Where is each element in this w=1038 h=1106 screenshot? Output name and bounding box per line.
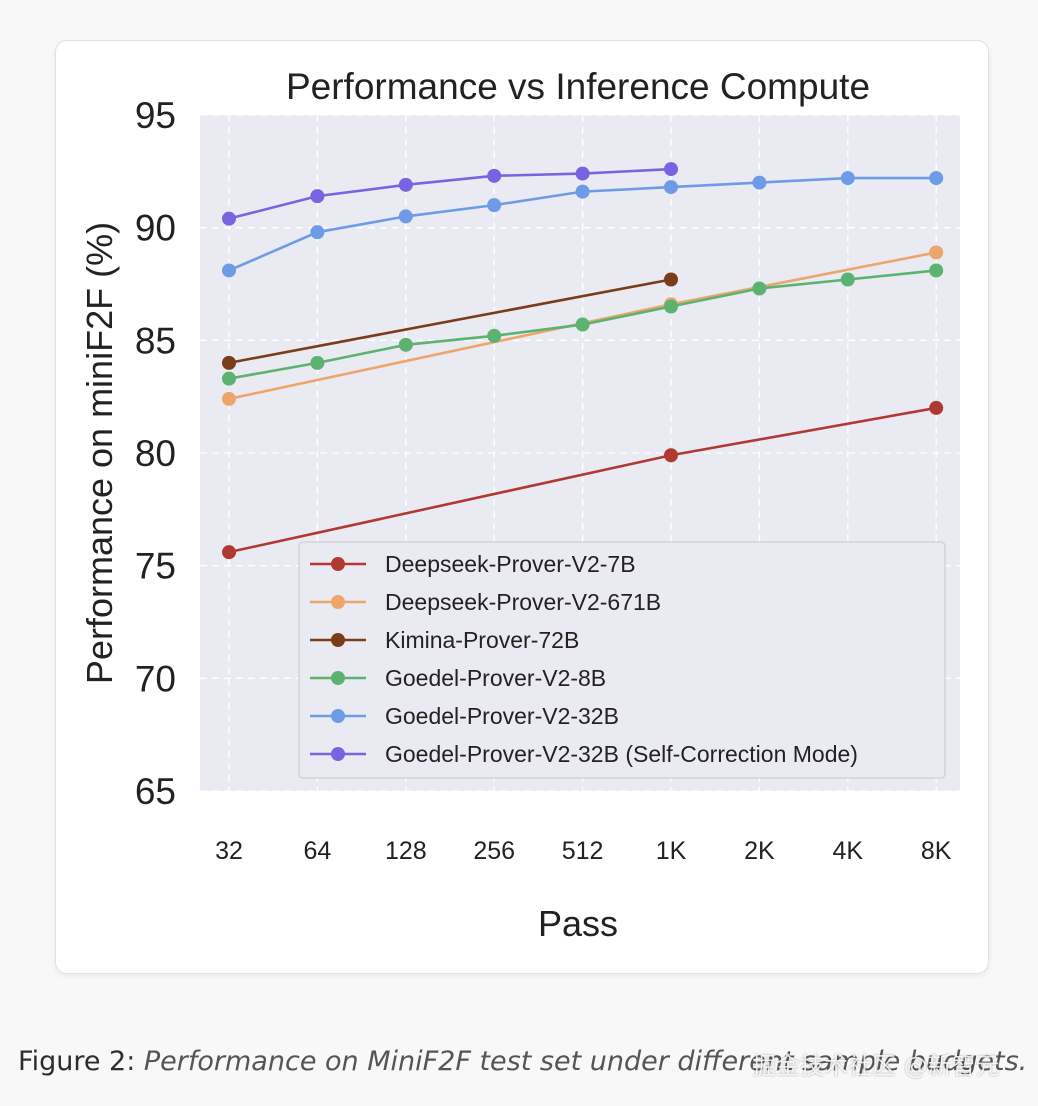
data-point <box>929 400 944 415</box>
data-point <box>840 272 855 287</box>
data-point <box>929 263 944 278</box>
data-point <box>222 263 236 278</box>
y-tick-label: 75 <box>135 546 176 587</box>
data-point <box>487 328 502 343</box>
y-tick-label: 90 <box>135 208 176 249</box>
legend-swatch-marker <box>331 671 345 685</box>
legend-item: Deepseek-Prover-V2-671B <box>310 589 661 615</box>
y-tick-label: 85 <box>135 320 176 361</box>
grid-lines <box>200 114 960 792</box>
legend-label: Kimina-Prover-72B <box>385 627 579 653</box>
data-point <box>398 209 413 224</box>
caption-text: Performance on MiniF2F test set under di… <box>143 1046 1028 1077</box>
data-point <box>310 355 325 370</box>
x-tick-label: 64 <box>303 837 331 865</box>
legend: Deepseek-Prover-V2-7B Deepseek-Prover-V2-… <box>298 541 946 779</box>
series-3 <box>222 272 678 370</box>
x-tick-label: 8K <box>921 837 952 865</box>
legend-swatch-marker <box>331 747 345 761</box>
y-tick-labels: 65 70 75 80 85 90 95 <box>135 95 176 812</box>
data-point <box>222 211 236 226</box>
series-line <box>228 167 672 220</box>
legend-item: Goedel-Prover-V2-8B <box>310 665 606 691</box>
legend-swatch-marker <box>331 557 345 571</box>
data-point <box>398 337 413 352</box>
x-tick-label: 1K <box>656 837 687 865</box>
data-point <box>664 180 678 195</box>
data-point <box>752 175 767 190</box>
legend-item: Goedel-Prover-V2-32B <box>310 703 619 729</box>
data-point <box>664 162 678 177</box>
figure-caption: Figure 2: Performance on MiniF2F test se… <box>18 1046 1028 1077</box>
x-tick-label: 2K <box>744 837 775 865</box>
legend-label: Goedel-Prover-V2-32B (Self-Correction Mo… <box>385 741 858 767</box>
y-tick-label: 80 <box>135 433 176 474</box>
data-point <box>664 272 678 287</box>
chart-title: Performance vs Inference Compute <box>286 66 870 107</box>
x-tick-label: 128 <box>385 837 427 865</box>
y-tick-label: 70 <box>135 658 176 699</box>
series-6 <box>222 162 678 226</box>
data-point <box>840 171 855 186</box>
y-tick-label: 95 <box>135 95 176 136</box>
series-line <box>228 278 672 365</box>
y-tick-label: 65 <box>135 771 176 812</box>
data-point <box>929 171 944 186</box>
chart-card: Performance vs Inference Compute 65 70 75 8… <box>55 40 989 974</box>
x-tick-label: 4K <box>833 837 864 865</box>
data-point <box>310 189 325 204</box>
legend-label: Deepseek-Prover-V2-671B <box>385 589 661 615</box>
line-chart: Performance vs Inference Compute 65 70 75 8… <box>79 66 960 944</box>
data-point <box>575 317 590 332</box>
data-point <box>575 184 590 199</box>
y-axis-label: Performance on miniF2F (%) <box>79 222 120 684</box>
data-point <box>929 245 944 260</box>
data-point <box>398 177 413 192</box>
series-4 <box>222 263 944 386</box>
legend-label: Goedel-Prover-V2-8B <box>385 665 606 691</box>
series-1 <box>222 400 944 560</box>
x-tick-label: 512 <box>562 837 604 865</box>
series-group <box>222 162 944 560</box>
series-5 <box>222 171 944 278</box>
x-tick-label: 32 <box>215 837 243 865</box>
legend-frame <box>298 541 946 779</box>
data-point <box>222 545 236 560</box>
x-tick-label: 256 <box>473 837 515 865</box>
data-point <box>487 198 502 213</box>
x-tick-labels: 32 64 128 256 512 1K 2K 4K 8K <box>215 837 952 865</box>
legend-item: Kimina-Prover-72B <box>310 627 579 653</box>
legend-swatch-marker <box>331 633 345 647</box>
data-point <box>664 448 678 463</box>
legend-label: Deepseek-Prover-V2-7B <box>385 551 636 577</box>
data-point <box>222 391 236 406</box>
legend-swatch-marker <box>331 595 345 609</box>
data-point <box>664 299 678 314</box>
watermark: 掘金技术社区 @新智元 <box>752 1052 1000 1080</box>
caption-label: Figure 2 <box>18 1046 127 1077</box>
legend-item: Goedel-Prover-V2-32B (Self-Correction Mo… <box>310 741 858 767</box>
data-point <box>222 355 236 370</box>
legend-label: Goedel-Prover-V2-32B <box>385 703 619 729</box>
legend-item: Deepseek-Prover-V2-7B <box>310 551 636 577</box>
data-point <box>310 225 325 240</box>
data-point <box>222 371 236 386</box>
data-point <box>487 168 502 183</box>
x-axis-label: Pass <box>538 903 618 944</box>
legend-swatch-marker <box>331 709 345 723</box>
data-point <box>575 166 590 181</box>
data-point <box>752 281 767 296</box>
